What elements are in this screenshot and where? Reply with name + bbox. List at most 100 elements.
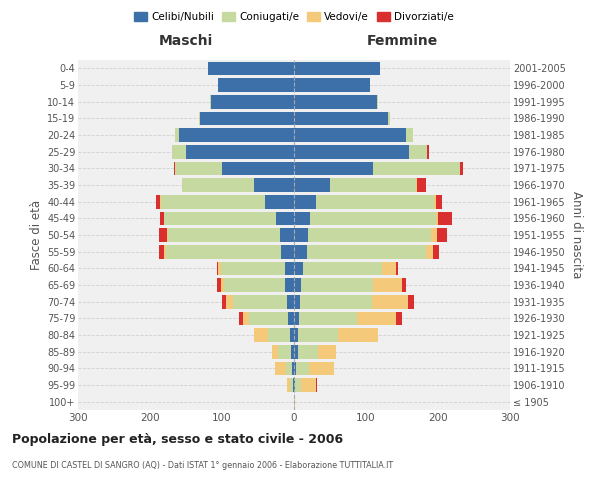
Bar [294, 362, 296, 375]
Bar [222, 295, 226, 308]
Bar [186, 145, 294, 158]
Bar [330, 178, 416, 192]
Bar [218, 262, 221, 275]
Bar [292, 362, 294, 375]
Bar [373, 278, 402, 292]
Y-axis label: Anni di nascita: Anni di nascita [570, 192, 583, 278]
Bar [211, 95, 294, 108]
Bar [308, 228, 431, 242]
Bar [294, 228, 308, 242]
Bar [294, 312, 299, 325]
Bar [294, 128, 406, 142]
Bar [166, 245, 281, 258]
Bar [218, 78, 294, 92]
Bar [164, 212, 276, 225]
Bar [286, 278, 294, 292]
Bar [294, 295, 300, 308]
Bar [286, 362, 292, 375]
Bar [294, 112, 388, 125]
Bar [200, 112, 294, 125]
Bar [160, 228, 167, 242]
Bar [294, 328, 298, 342]
Bar [268, 328, 290, 342]
Bar [294, 62, 380, 75]
Bar [295, 378, 301, 392]
Text: COMUNE DI CASTEL DI SANGRO (AQ) - Dati ISTAT 1° gennaio 2006 - Elaborazione TUTT: COMUNE DI CASTEL DI SANGRO (AQ) - Dati I… [12, 460, 393, 469]
Bar [217, 278, 221, 292]
Bar [408, 295, 413, 308]
Bar [175, 128, 179, 142]
Bar [291, 345, 294, 358]
Bar [248, 312, 288, 325]
Bar [174, 162, 175, 175]
Bar [296, 362, 309, 375]
Bar [437, 228, 448, 242]
Bar [294, 245, 307, 258]
Bar [179, 128, 294, 142]
Bar [217, 262, 218, 275]
Bar [254, 328, 268, 342]
Bar [427, 145, 428, 158]
Bar [301, 278, 373, 292]
Bar [280, 228, 294, 242]
Bar [417, 178, 426, 192]
Bar [396, 262, 398, 275]
Bar [164, 245, 166, 258]
Bar [172, 145, 186, 158]
Bar [294, 262, 302, 275]
Bar [406, 128, 413, 142]
Bar [275, 362, 286, 375]
Bar [294, 378, 295, 392]
Text: Popolazione per età, sesso e stato civile - 2006: Popolazione per età, sesso e stato civil… [12, 432, 343, 446]
Bar [318, 345, 336, 358]
Bar [298, 345, 318, 358]
Bar [299, 312, 356, 325]
Bar [436, 195, 442, 208]
Bar [436, 212, 438, 225]
Bar [221, 262, 286, 275]
Bar [265, 195, 294, 208]
Bar [433, 245, 439, 258]
Bar [372, 295, 408, 308]
Bar [290, 328, 294, 342]
Bar [287, 378, 290, 392]
Bar [160, 195, 161, 208]
Bar [300, 295, 372, 308]
Bar [460, 162, 463, 175]
Y-axis label: Fasce di età: Fasce di età [29, 200, 43, 270]
Bar [254, 178, 294, 192]
Bar [281, 245, 294, 258]
Bar [278, 345, 291, 358]
Bar [309, 362, 334, 375]
Bar [208, 62, 294, 75]
Bar [409, 145, 427, 158]
Bar [388, 112, 390, 125]
Bar [243, 312, 248, 325]
Bar [286, 262, 294, 275]
Bar [293, 378, 294, 392]
Bar [158, 245, 164, 258]
Bar [373, 162, 460, 175]
Bar [298, 328, 338, 342]
Bar [416, 178, 417, 192]
Bar [175, 162, 222, 175]
Bar [161, 195, 265, 208]
Bar [356, 312, 396, 325]
Bar [168, 228, 280, 242]
Text: Femmine: Femmine [367, 34, 437, 48]
Bar [182, 178, 254, 192]
Bar [233, 295, 287, 308]
Bar [426, 245, 433, 258]
Bar [288, 312, 294, 325]
Bar [157, 195, 160, 208]
Bar [316, 195, 434, 208]
Bar [294, 162, 373, 175]
Bar [396, 312, 402, 325]
Bar [290, 378, 293, 392]
Bar [438, 212, 452, 225]
Bar [434, 195, 436, 208]
Bar [294, 145, 409, 158]
Bar [294, 278, 301, 292]
Bar [221, 278, 224, 292]
Bar [160, 212, 164, 225]
